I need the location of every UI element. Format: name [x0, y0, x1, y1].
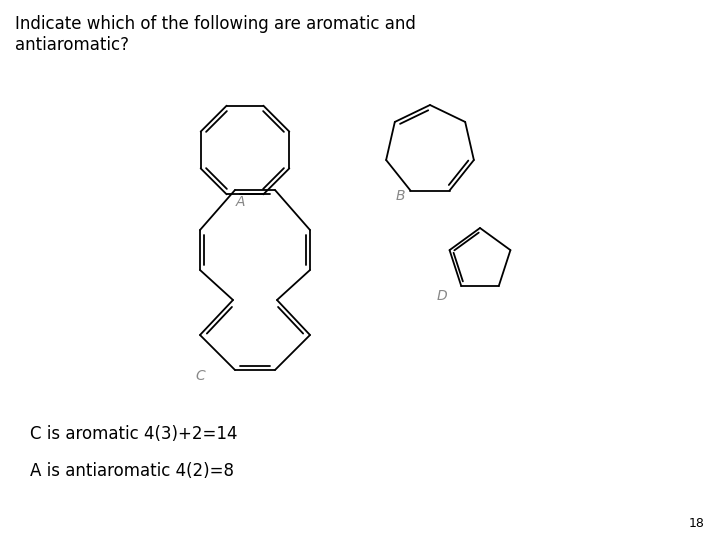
Text: C is aromatic 4(3)+2=14: C is aromatic 4(3)+2=14	[30, 425, 238, 443]
Text: A: A	[235, 195, 245, 209]
Text: C: C	[195, 369, 205, 383]
Text: Indicate which of the following are aromatic and
antiaromatic?: Indicate which of the following are arom…	[15, 15, 416, 54]
Text: A is antiaromatic 4(2)=8: A is antiaromatic 4(2)=8	[30, 462, 234, 480]
Text: 18: 18	[689, 517, 705, 530]
Text: B: B	[395, 189, 405, 203]
Text: D: D	[437, 289, 447, 303]
